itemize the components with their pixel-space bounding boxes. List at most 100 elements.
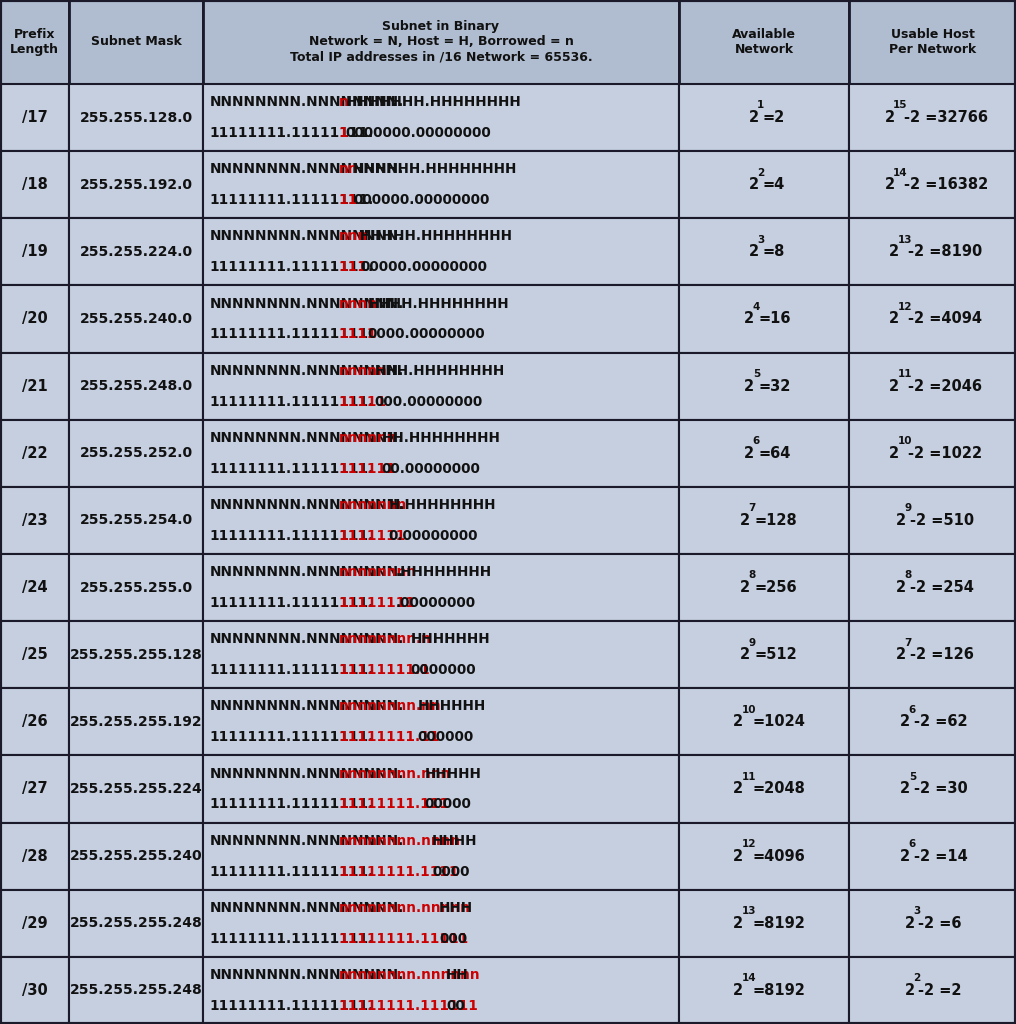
Text: 3: 3 [757, 234, 764, 245]
Text: 1: 1 [757, 100, 764, 111]
Text: /29: /29 [21, 915, 48, 931]
Text: =2: =2 [763, 110, 784, 125]
Text: NNNNNNNN.NNNNNNNN.: NNNNNNNN.NNNNNNNN. [209, 767, 403, 780]
Text: 2: 2 [900, 715, 910, 729]
Text: =4: =4 [763, 177, 784, 193]
Bar [0, 420, 69, 486]
Bar [203, 0, 679, 84]
Text: /24: /24 [21, 580, 48, 595]
Text: 11: 11 [897, 369, 912, 379]
Text: 2: 2 [885, 177, 895, 193]
Text: NNNNNNNN.NNNNNNNN.: NNNNNNNN.NNNNNNNN. [209, 834, 403, 848]
Text: nnnnnn: nnnnnn [338, 431, 397, 444]
Text: HH: HH [446, 968, 469, 982]
Text: 2: 2 [733, 915, 743, 931]
Text: NNNNNNNN.NNNNNNNN.: NNNNNNNN.NNNNNNNN. [209, 95, 403, 110]
Text: 11111111.11111111.: 11111111.11111111. [209, 260, 374, 274]
Bar [849, 84, 1016, 152]
Text: nnnn: nnnn [338, 297, 378, 310]
Bar [679, 688, 849, 756]
Text: 2: 2 [749, 177, 759, 193]
Text: 2: 2 [904, 915, 914, 931]
Text: 2: 2 [896, 647, 906, 663]
Text: HHHH: HHHH [432, 834, 478, 848]
Text: 255.255.248.0: 255.255.248.0 [79, 379, 193, 393]
Bar [849, 286, 1016, 352]
Text: 2: 2 [740, 580, 750, 595]
Text: 00000: 00000 [425, 798, 471, 811]
Text: 00: 00 [446, 998, 465, 1013]
Text: 000000.00000000: 000000.00000000 [353, 194, 490, 207]
Text: 10: 10 [742, 705, 756, 715]
Bar [0, 822, 69, 890]
Text: 11111111.11111111.: 11111111.11111111. [209, 194, 374, 207]
Bar [0, 352, 69, 420]
Bar [203, 688, 679, 756]
Bar [203, 486, 679, 554]
Bar [69, 956, 203, 1024]
Bar [679, 756, 849, 822]
Text: 2: 2 [900, 849, 910, 863]
Text: 2: 2 [733, 715, 743, 729]
Text: Available
Network: Available Network [733, 28, 796, 56]
Bar [849, 554, 1016, 622]
Text: /28: /28 [21, 849, 48, 863]
Bar [679, 286, 849, 352]
Text: 11111111.11111111.: 11111111.11111111. [209, 394, 374, 409]
Text: HHHHHHH.HHHHHHHH: HHHHHHH.HHHHHHHH [345, 95, 521, 110]
Text: 11111111.1: 11111111.1 [338, 664, 431, 677]
Text: 2: 2 [757, 168, 764, 177]
Bar [69, 554, 203, 622]
Text: 255.255.192.0: 255.255.192.0 [79, 178, 193, 191]
Text: =8192: =8192 [753, 983, 806, 998]
Text: -2 =62: -2 =62 [914, 715, 968, 729]
Text: 11111111.11: 11111111.11 [338, 730, 440, 744]
Text: .HHHHHHHH: .HHHHHHHH [396, 565, 492, 580]
Text: 0.00000000: 0.00000000 [389, 528, 479, 543]
Text: -2 =16382: -2 =16382 [904, 177, 989, 193]
Text: 0000000: 0000000 [410, 664, 475, 677]
Text: 11111111.11111111.: 11111111.11111111. [209, 730, 374, 744]
Text: 111111: 111111 [338, 462, 396, 476]
Text: Prefix
Length: Prefix Length [10, 28, 59, 56]
Text: 2: 2 [896, 513, 906, 528]
Bar [69, 486, 203, 554]
Text: 6: 6 [753, 436, 760, 446]
Text: 255.255.255.128: 255.255.255.128 [70, 648, 202, 662]
Bar [0, 152, 69, 218]
Bar [849, 756, 1016, 822]
Text: 8: 8 [904, 570, 911, 581]
Text: 11111111: 11111111 [338, 596, 416, 610]
Text: =8: =8 [763, 245, 785, 259]
Bar [679, 554, 849, 622]
Text: 12: 12 [897, 302, 912, 312]
Text: 11111111.11111111.: 11111111.11111111. [209, 998, 374, 1013]
Text: 11111111.1111: 11111111.1111 [338, 864, 459, 879]
Text: NNNNNNNN.NNNNNNNN.: NNNNNNNN.NNNNNNNN. [209, 498, 403, 512]
Text: 2: 2 [740, 513, 750, 528]
Text: 2: 2 [889, 311, 899, 327]
Bar [849, 956, 1016, 1024]
Text: 2: 2 [749, 110, 759, 125]
Text: =4096: =4096 [753, 849, 806, 863]
Text: =256: =256 [754, 580, 797, 595]
Bar [203, 554, 679, 622]
Text: 255.255.255.0: 255.255.255.0 [79, 581, 193, 595]
Text: -2 =14: -2 =14 [914, 849, 968, 863]
Text: 4: 4 [753, 302, 760, 312]
Text: n: n [338, 95, 348, 110]
Text: 11: 11 [742, 772, 756, 782]
Text: 2: 2 [740, 647, 750, 663]
Text: -2 =8190: -2 =8190 [908, 245, 982, 259]
Text: 5: 5 [908, 772, 916, 782]
Text: /23: /23 [21, 513, 48, 528]
Text: 11111111.11111111.: 11111111.11111111. [209, 126, 374, 140]
Text: 000: 000 [439, 932, 467, 946]
Bar [69, 0, 203, 84]
Text: /30: /30 [21, 983, 48, 998]
Bar [679, 84, 849, 152]
Bar [0, 0, 69, 84]
Text: 255.255.224.0: 255.255.224.0 [79, 245, 193, 259]
Bar [679, 822, 849, 890]
Bar [679, 622, 849, 688]
